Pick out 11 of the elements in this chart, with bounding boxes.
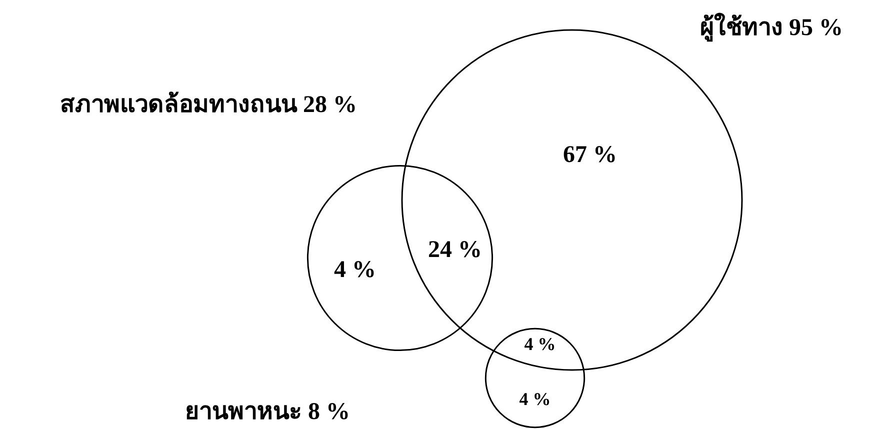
text: 4 %	[524, 334, 556, 354]
category-label: ยานพาหนะ	[185, 399, 302, 425]
data-label: 8 %	[308, 399, 350, 425]
text: 24 %	[428, 237, 482, 263]
text: 4 %	[519, 389, 551, 409]
data-label: 95 %	[789, 15, 843, 41]
text: 67 %	[563, 142, 617, 168]
text: 4 %	[334, 257, 376, 283]
category-label: สภาพแวดล้อมทางถนน	[60, 91, 298, 118]
data-label: 28 %	[303, 92, 357, 118]
category-label: ผู้ใช้ทาง	[700, 12, 783, 42]
